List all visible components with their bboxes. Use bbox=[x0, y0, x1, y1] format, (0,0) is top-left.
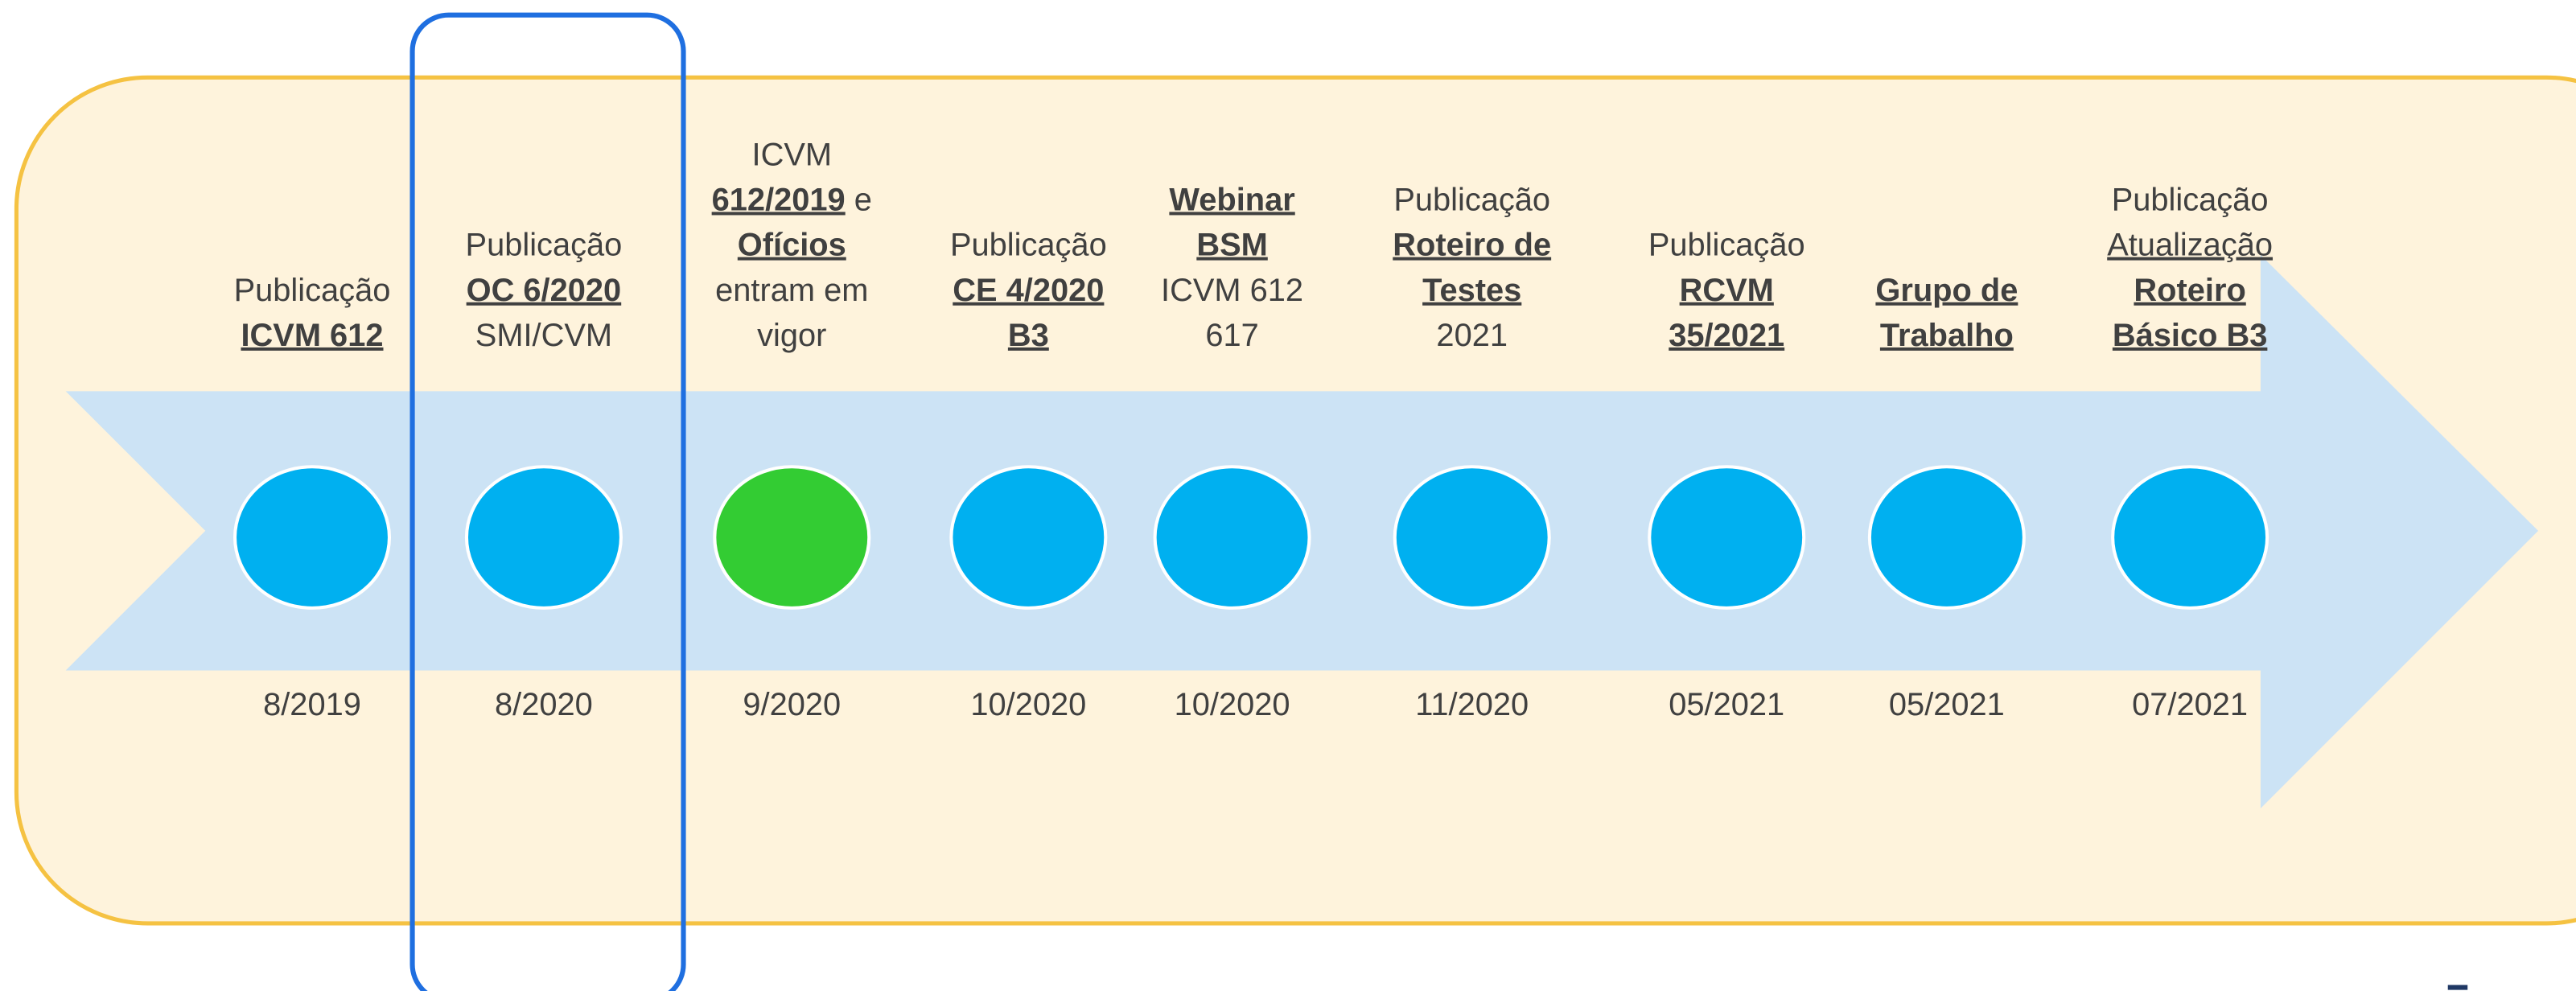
event-label-line: Atualização bbox=[2107, 227, 2273, 262]
highlight-frame bbox=[409, 12, 686, 991]
label-segment: ICVM 612 bbox=[241, 317, 383, 352]
label-segment: vigor bbox=[757, 317, 826, 352]
label-segment: Publicação bbox=[1648, 227, 1805, 262]
event-date: 10/2020 bbox=[1175, 687, 1290, 722]
event: Publicação RCVM 35/2021 05/2021 bbox=[1648, 227, 1806, 722]
event: Publicação Atualização Roteiro Básico B3 07/… bbox=[2107, 182, 2273, 722]
label-segment: 35/2021 bbox=[1669, 317, 1784, 352]
label-segment: Publicação bbox=[950, 227, 1107, 262]
event-date: 05/2021 bbox=[1889, 687, 2005, 722]
event-marker bbox=[232, 465, 392, 610]
label-segment: RCVM bbox=[1680, 272, 1774, 307]
event-label-line: vigor bbox=[757, 317, 826, 352]
event-label-line: Publicação bbox=[234, 272, 391, 307]
event-label-line: Trabalho bbox=[1880, 317, 2014, 352]
event-marker bbox=[713, 465, 871, 610]
event-marker bbox=[1153, 465, 1311, 610]
label-segment: SMI/CVM bbox=[475, 317, 612, 352]
label-segment: Webinar bbox=[1169, 182, 1294, 217]
event-label-line: 617 bbox=[1205, 317, 1258, 352]
event-label-line: entram em bbox=[715, 272, 868, 307]
label-segment: CE 4/2020 bbox=[953, 272, 1104, 307]
event-marker bbox=[1867, 465, 2026, 610]
event-label-line: Publicação bbox=[2112, 182, 2269, 217]
event-label-line: Grupo de bbox=[1875, 272, 2018, 307]
event-label-line: ICVM 612 bbox=[241, 317, 383, 352]
event-date: 07/2021 bbox=[2132, 687, 2248, 722]
event-label-line: CE 4/2020 bbox=[953, 272, 1104, 307]
event-marker bbox=[1648, 465, 1806, 610]
event: Publicação Roteiro de Testes 2021 11/2020 bbox=[1393, 182, 1551, 722]
event-label-line: Publicação bbox=[466, 227, 623, 262]
label-segment: Ofícios bbox=[738, 227, 846, 262]
event-date: 8/2019 bbox=[263, 687, 361, 722]
event-label-line: Publicação bbox=[1648, 227, 1805, 262]
label-segment: ICVM 612 bbox=[1161, 272, 1303, 307]
label-segment: 2021 bbox=[1436, 317, 1508, 352]
event: Grupo de Trabalho 05/2021 bbox=[1867, 272, 2026, 722]
label-segment: entram em bbox=[715, 272, 868, 307]
event-label-line: 2021 bbox=[1436, 317, 1508, 352]
events: Publicação ICVM 612 8/2019 Publicação OC 6/2… bbox=[232, 137, 2273, 722]
label-segment: Trabalho bbox=[1880, 317, 2014, 352]
event-date: 10/2020 bbox=[970, 687, 1086, 722]
label-segment: Publicação bbox=[2112, 182, 2269, 217]
event-label-line: ICVM bbox=[752, 137, 833, 172]
event-label-line: B3 bbox=[1008, 317, 1049, 352]
label-segment: 617 bbox=[1205, 317, 1258, 352]
event: Publicação ICVM 612 8/2019 bbox=[232, 272, 392, 722]
event-marker bbox=[1393, 465, 1551, 610]
event-date: 9/2020 bbox=[743, 687, 841, 722]
event-label-line: 35/2021 bbox=[1669, 317, 1784, 352]
event-date: 8/2020 bbox=[495, 687, 593, 722]
label-segment: 612/2019 bbox=[712, 182, 846, 217]
event-date: 05/2021 bbox=[1669, 687, 1784, 722]
label-segment: BSM bbox=[1196, 227, 1267, 262]
label-segment: Publicação bbox=[1393, 182, 1550, 217]
event-date: 11/2020 bbox=[1415, 687, 1529, 722]
label-segment: Grupo de bbox=[1875, 272, 2018, 307]
event-label-line: Ofícios bbox=[738, 227, 846, 262]
label-segment: ICVM bbox=[752, 137, 833, 172]
event-label-line: 612/2019 e bbox=[712, 182, 872, 217]
event-label-line: RCVM bbox=[1680, 272, 1774, 307]
label-segment: Roteiro de bbox=[1393, 227, 1551, 262]
label-segment: Roteiro bbox=[2134, 272, 2245, 307]
event-label-line: Publicação bbox=[1393, 182, 1550, 217]
event-label-line: BSM bbox=[1196, 227, 1267, 262]
label-segment: Testes bbox=[1422, 272, 1521, 307]
event-marker bbox=[464, 465, 623, 610]
label-segment: Atualização bbox=[2107, 227, 2273, 262]
event-marker bbox=[2111, 465, 2269, 610]
label-segment: Básico B3 bbox=[2113, 317, 2268, 352]
event: Publicação OC 6/2020 SMI/CVM 8/2020 bbox=[464, 227, 623, 722]
label-segment: OC 6/2020 bbox=[467, 272, 622, 307]
event: Publicação CE 4/2020 B3 10/2020 bbox=[949, 227, 1108, 722]
event-label-line: Roteiro de bbox=[1393, 227, 1551, 262]
label-segment: e bbox=[846, 182, 872, 217]
label-segment: Publicação bbox=[466, 227, 623, 262]
event-label-line: Webinar bbox=[1169, 182, 1294, 217]
event-label-line: Básico B3 bbox=[2113, 317, 2268, 352]
label-segment: B3 bbox=[1008, 317, 1049, 352]
event-label-line: Testes bbox=[1422, 272, 1521, 307]
event-label-line: SMI/CVM bbox=[475, 317, 612, 352]
event-label-line: OC 6/2020 bbox=[467, 272, 622, 307]
event-marker bbox=[949, 465, 1108, 610]
event-label-line: ICVM 612 bbox=[1161, 272, 1303, 307]
label-segment: Publicação bbox=[234, 272, 391, 307]
event-label-line: Publicação bbox=[950, 227, 1107, 262]
event-label-line: Roteiro bbox=[2134, 272, 2245, 307]
event: Webinar BSM ICVM 612 617 10/2020 bbox=[1153, 182, 1311, 722]
